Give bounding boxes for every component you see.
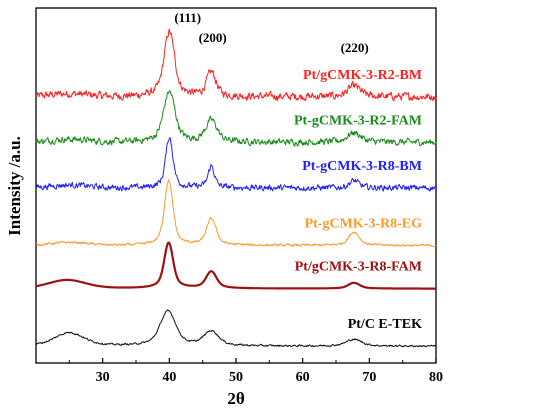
peak-label: (200) (199, 30, 227, 45)
series-labels: Pt/gCMK-3-R2-BM Pt-gCMK-3-R2-FAM Pt-gCMK-3… (294, 68, 422, 332)
series-line (35, 137, 437, 192)
x-axis-title: 2θ (227, 389, 245, 408)
series-label: Pt/gCMK-3-R8-FAM (295, 260, 422, 275)
x-tick-label: 80 (429, 370, 443, 385)
peak-label: (111) (174, 10, 201, 25)
series-line (35, 90, 437, 147)
series-label: Pt/C E-TEK (348, 317, 422, 332)
x-tick-label: 60 (296, 370, 310, 385)
x-tick-label: 50 (229, 370, 243, 385)
x-tick-label: 40 (162, 370, 176, 385)
series-line (36, 309, 437, 348)
peak-labels: (111) (200) (220) (174, 10, 368, 55)
series-curves (35, 28, 437, 348)
series-label: Pt-gCMK-3-R2-FAM (294, 113, 422, 128)
series-line (35, 241, 437, 290)
x-axis-ticks: 30 40 50 60 70 80 (68, 358, 443, 385)
series-label: Pt/gCMK-3-R2-BM (303, 68, 422, 83)
series-line (35, 179, 437, 247)
series-label: Pt-gCMK-3-R8-EG (305, 216, 423, 231)
y-axis-title: Intensity /a.u. (5, 136, 24, 236)
series-label: Pt-gCMK-3-R8-BM (302, 159, 422, 174)
series-line (35, 28, 437, 102)
plot-frame (35, 7, 437, 364)
x-tick-label: 30 (96, 370, 110, 385)
x-tick-label: 70 (362, 370, 376, 385)
peak-label: (220) (341, 40, 369, 55)
